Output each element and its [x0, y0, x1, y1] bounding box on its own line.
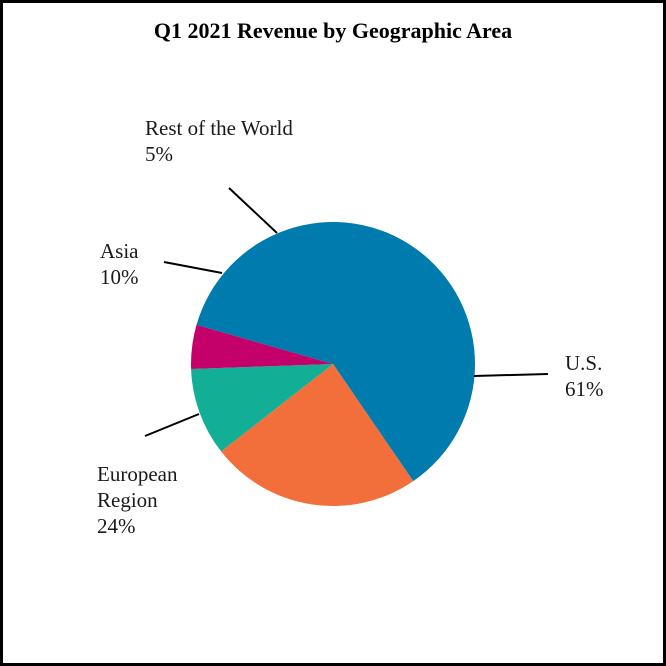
- chart-title: Q1 2021 Revenue by Geographic Area: [153, 18, 513, 43]
- pie-slice: [191, 324, 333, 369]
- slice-category-label: European: [97, 462, 178, 486]
- pie-slice: [191, 364, 333, 452]
- slice-percent-label: 5%: [145, 142, 173, 166]
- slice-category-label: Asia: [100, 239, 139, 263]
- slice-percent-label: 61%: [565, 377, 604, 401]
- slice-category-label: Rest of the World: [145, 116, 293, 140]
- pie-slice: [221, 364, 414, 506]
- pie-slice: [196, 221, 475, 482]
- slice-percent-label: 10%: [100, 265, 139, 289]
- slice-category-label: Region: [97, 488, 158, 512]
- slice-percent-label: 24%: [97, 514, 136, 538]
- leader-line: [163, 261, 223, 274]
- slice-category-label: U.S.: [565, 351, 602, 375]
- leader-line: [228, 187, 278, 234]
- leader-line: [144, 413, 200, 437]
- leader-line: [473, 373, 549, 377]
